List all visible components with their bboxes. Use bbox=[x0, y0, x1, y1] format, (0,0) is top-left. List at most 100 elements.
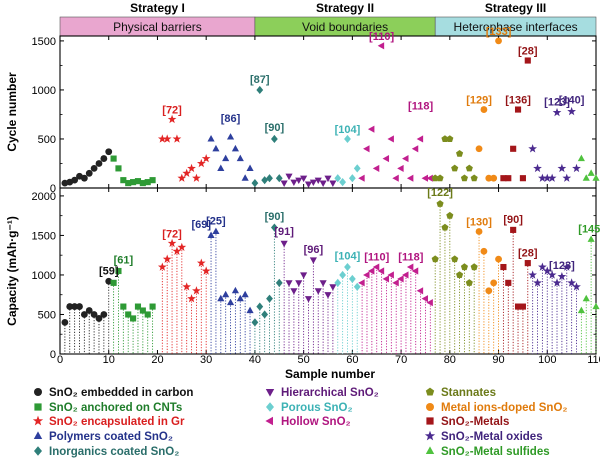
data-point-hier bbox=[309, 179, 317, 187]
x-axis-label: Sample number bbox=[285, 367, 375, 381]
data-point-sulfides bbox=[577, 154, 585, 162]
data-point-doped bbox=[495, 255, 502, 263]
data-point-carbon bbox=[71, 176, 79, 184]
reference-label: [118] bbox=[408, 100, 433, 112]
data-point-porous bbox=[348, 174, 356, 183]
data-point-hier bbox=[309, 257, 317, 264]
x-tick-label: 20 bbox=[151, 354, 163, 366]
reference-label: [110] bbox=[364, 251, 389, 263]
data-point-oxides bbox=[562, 262, 572, 271]
data-point-carbon bbox=[95, 315, 103, 322]
data-point-hollow bbox=[416, 287, 424, 295]
data-point-poly bbox=[226, 133, 235, 140]
data-point-carbon bbox=[61, 318, 69, 326]
strategy-label-3: Heterophase interfaces bbox=[454, 20, 578, 34]
series-cycle-doped bbox=[475, 37, 502, 182]
data-point-gr bbox=[201, 266, 211, 275]
data-point-hollow bbox=[372, 164, 380, 172]
legend-label-hollow: Hollow SnO₂ bbox=[281, 416, 351, 428]
data-point-gr bbox=[182, 168, 192, 177]
data-point-sulfides bbox=[577, 306, 585, 314]
data-point-doped bbox=[480, 247, 488, 255]
data-point-stannate bbox=[446, 135, 454, 142]
strategy-title-3: Strategy III bbox=[485, 1, 546, 15]
data-point-cnt bbox=[149, 303, 156, 310]
data-point-hollow bbox=[392, 279, 399, 287]
series-capacity-gr bbox=[157, 238, 211, 354]
legend-label-doped: Metal ions-doped SnO₂ bbox=[441, 402, 568, 414]
data-point-hier bbox=[285, 173, 293, 181]
data-point-hier bbox=[280, 180, 288, 188]
data-point-oxides bbox=[552, 278, 562, 287]
data-point-poly bbox=[236, 294, 244, 302]
data-point-carbon bbox=[66, 303, 74, 310]
legend-label-inorg: Inorganics coated SnO₂ bbox=[49, 446, 179, 458]
data-point-carbon bbox=[90, 311, 98, 318]
legend-item-stannate: Stannates bbox=[425, 387, 496, 399]
data-point-porous bbox=[348, 274, 356, 283]
data-point-poly bbox=[226, 298, 235, 306]
reference-label: [90] bbox=[265, 211, 285, 223]
data-point-oxides bbox=[557, 163, 567, 173]
data-point-metals bbox=[510, 226, 517, 233]
data-point-hollow bbox=[421, 174, 428, 182]
data-point-hier bbox=[319, 280, 327, 287]
reference-label: [129] bbox=[466, 95, 492, 107]
legend-label-cnt: SnO₂ anchored on CNTs bbox=[49, 402, 182, 414]
series-cycle-inorg bbox=[251, 85, 283, 188]
capacity-y-tick-label: 1500 bbox=[32, 230, 56, 242]
legend-label-carbon: SnO₂ embedded in carbon bbox=[49, 387, 193, 399]
legend-marker-metals bbox=[426, 417, 434, 425]
data-point-poly bbox=[236, 154, 244, 162]
data-point-stannate bbox=[451, 255, 459, 263]
data-point-stannate bbox=[470, 174, 478, 182]
data-point-hollow bbox=[397, 275, 404, 283]
data-point-hier bbox=[314, 288, 322, 295]
data-point-carbon bbox=[85, 169, 93, 177]
data-point-poly bbox=[246, 164, 254, 171]
cycle-y-tick-label: 0 bbox=[50, 183, 56, 195]
data-point-metals bbox=[524, 260, 531, 267]
data-point-carbon bbox=[76, 303, 83, 310]
data-point-hier bbox=[295, 177, 303, 185]
data-point-carbon bbox=[105, 277, 113, 285]
data-point-porous bbox=[353, 282, 361, 291]
data-point-stannate bbox=[460, 174, 468, 182]
x-tick-label: 40 bbox=[249, 354, 261, 366]
data-point-hollow bbox=[387, 271, 394, 279]
data-point-cnt bbox=[115, 165, 122, 172]
data-point-gr bbox=[157, 134, 167, 143]
reference-label: [122] bbox=[427, 187, 453, 199]
data-point-hollow bbox=[411, 145, 419, 153]
data-point-carbon bbox=[95, 160, 103, 167]
data-point-hier bbox=[280, 240, 288, 248]
data-point-stannate bbox=[431, 255, 439, 263]
reference-label: [61] bbox=[114, 254, 134, 266]
data-point-stannate bbox=[441, 135, 449, 142]
legend-marker-gr bbox=[32, 415, 44, 426]
strategy-title-2: Strategy II bbox=[316, 1, 374, 15]
data-point-oxides bbox=[572, 163, 581, 173]
data-point-stannate bbox=[441, 223, 449, 231]
legend-item-metals: SnO₂-Metals bbox=[426, 416, 509, 428]
legend-item-carbon: SnO₂ embedded in carbon bbox=[34, 387, 193, 399]
data-point-hollow bbox=[387, 135, 394, 143]
x-tick-label: 50 bbox=[298, 354, 310, 366]
legend: SnO₂ embedded in carbon SnO₂ anchored on … bbox=[32, 387, 568, 458]
data-point-stannate bbox=[460, 263, 468, 271]
series-capacity-inorg bbox=[251, 223, 283, 354]
reference-label: [145] bbox=[578, 224, 600, 236]
legend-item-cnt: SnO₂ anchored on CNTs bbox=[34, 402, 182, 414]
data-point-gr bbox=[167, 114, 177, 124]
data-point-inorg bbox=[251, 318, 259, 327]
data-point-cnt bbox=[120, 303, 127, 310]
data-point-hier bbox=[285, 280, 293, 287]
data-point-gr bbox=[187, 294, 196, 303]
data-point-metals bbox=[519, 175, 526, 182]
data-point-inorg bbox=[271, 223, 278, 232]
data-point-carbon bbox=[100, 311, 108, 318]
data-point-cnt bbox=[144, 311, 151, 318]
x-tick-label: 80 bbox=[444, 354, 456, 366]
legend-marker-sulfides bbox=[425, 446, 435, 454]
data-point-doped bbox=[485, 287, 493, 295]
